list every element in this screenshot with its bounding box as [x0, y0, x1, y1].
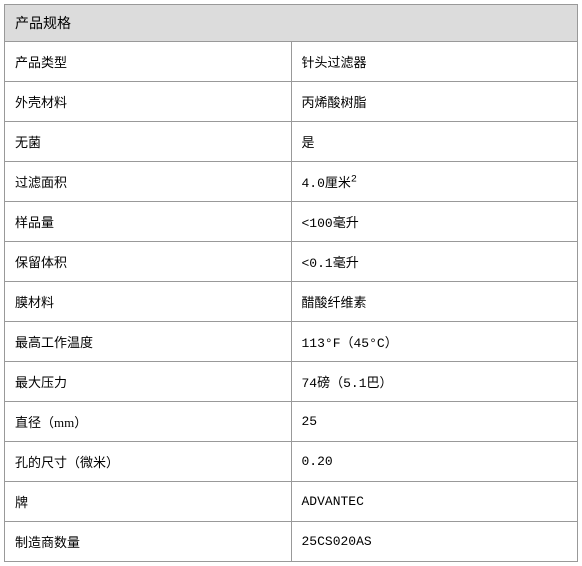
spec-value: ADVANTEC — [291, 482, 578, 522]
table-row: 制造商数量25CS020AS — [5, 522, 578, 562]
spec-label: 孔的尺寸（微米） — [5, 442, 292, 482]
spec-value: 丙烯酸树脂 — [291, 82, 578, 122]
spec-label: 样品量 — [5, 202, 292, 242]
table-row: 膜材料醋酸纤维素 — [5, 282, 578, 322]
spec-value: 0.20 — [291, 442, 578, 482]
spec-value: 4.0厘米2 — [291, 162, 578, 202]
product-spec-table: 产品规格 产品类型针头过滤器外壳材料丙烯酸树脂无菌是过滤面积4.0厘米2样品量<… — [4, 4, 578, 562]
spec-label: 外壳材料 — [5, 82, 292, 122]
spec-value: <100毫升 — [291, 202, 578, 242]
table-row: 孔的尺寸（微米）0.20 — [5, 442, 578, 482]
spec-value: 是 — [291, 122, 578, 162]
spec-value: <0.1毫升 — [291, 242, 578, 282]
table-row: 最高工作温度113°F（45°C） — [5, 322, 578, 362]
superscript: 2 — [351, 175, 357, 186]
table-row: 无菌是 — [5, 122, 578, 162]
spec-label: 产品类型 — [5, 42, 292, 82]
spec-label: 无菌 — [5, 122, 292, 162]
spec-value: 针头过滤器 — [291, 42, 578, 82]
spec-value: 25CS020AS — [291, 522, 578, 562]
spec-label: 直径（mm） — [5, 402, 292, 442]
table-row: 产品类型针头过滤器 — [5, 42, 578, 82]
table-row: 样品量<100毫升 — [5, 202, 578, 242]
spec-value: 25 — [291, 402, 578, 442]
spec-label: 膜材料 — [5, 282, 292, 322]
table-row: 直径（mm）25 — [5, 402, 578, 442]
spec-value: 醋酸纤维素 — [291, 282, 578, 322]
spec-label: 过滤面积 — [5, 162, 292, 202]
table-row: 牌ADVANTEC — [5, 482, 578, 522]
table-row: 最大压力74磅（5.1巴） — [5, 362, 578, 402]
spec-label: 最大压力 — [5, 362, 292, 402]
spec-label: 制造商数量 — [5, 522, 292, 562]
table-row: 外壳材料丙烯酸树脂 — [5, 82, 578, 122]
table-body: 产品类型针头过滤器外壳材料丙烯酸树脂无菌是过滤面积4.0厘米2样品量<100毫升… — [5, 42, 578, 562]
table-row: 保留体积<0.1毫升 — [5, 242, 578, 282]
table-row: 过滤面积4.0厘米2 — [5, 162, 578, 202]
spec-label: 牌 — [5, 482, 292, 522]
spec-value: 113°F（45°C） — [291, 322, 578, 362]
table-title: 产品规格 — [5, 5, 578, 42]
spec-label: 最高工作温度 — [5, 322, 292, 362]
spec-value: 74磅（5.1巴） — [291, 362, 578, 402]
spec-label: 保留体积 — [5, 242, 292, 282]
